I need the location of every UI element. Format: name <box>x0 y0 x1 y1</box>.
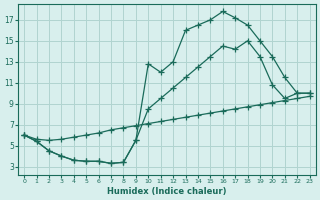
X-axis label: Humidex (Indice chaleur): Humidex (Indice chaleur) <box>107 187 227 196</box>
